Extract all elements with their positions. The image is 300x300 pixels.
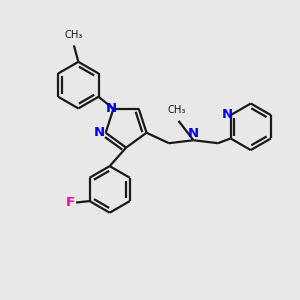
Text: CH₃: CH₃: [168, 105, 186, 116]
Text: N: N: [106, 102, 117, 115]
Text: CH₃: CH₃: [65, 30, 83, 40]
Text: N: N: [94, 126, 105, 139]
Text: N: N: [221, 108, 233, 121]
Text: F: F: [66, 196, 75, 209]
Text: N: N: [188, 127, 199, 140]
